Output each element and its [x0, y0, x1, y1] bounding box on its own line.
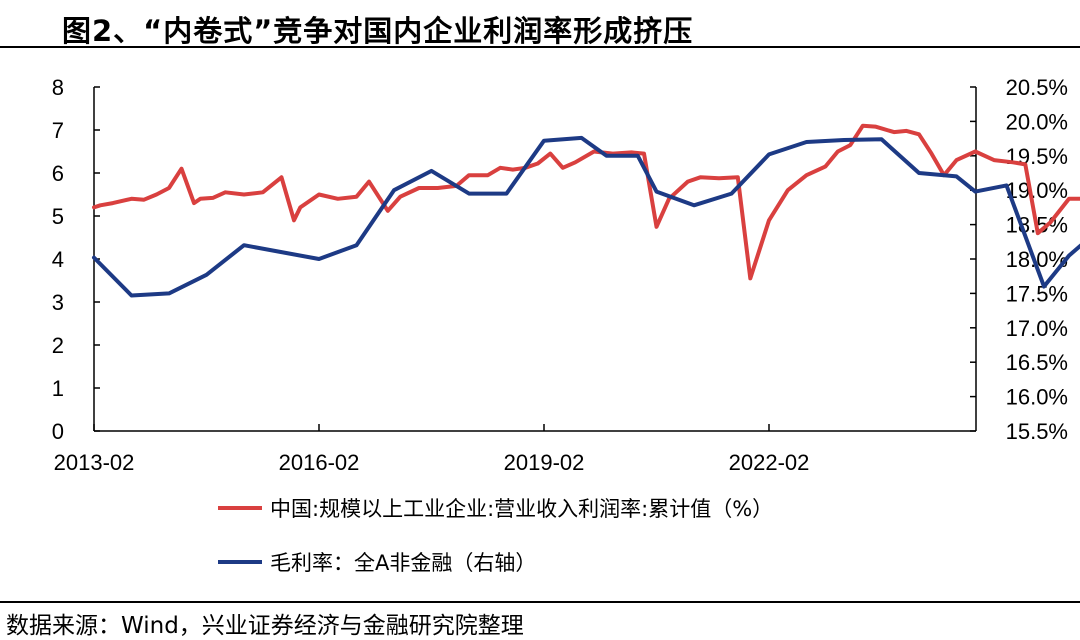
right-tick-label: 20.0% — [1006, 109, 1068, 134]
x-tick-label: 2016-02 — [279, 450, 360, 475]
source-divider — [0, 601, 1080, 603]
chart-title: 图2、“内卷式”竞争对国内企业利润率形成挤压 — [62, 14, 694, 48]
x-tick-label: 2019-02 — [504, 450, 585, 475]
left-tick-label: 6 — [52, 161, 64, 186]
series-line-gross-margin — [92, 135, 1080, 298]
series-layer — [92, 123, 1080, 298]
right-tick-label: 17.0% — [1006, 316, 1068, 341]
title-divider — [0, 46, 1080, 48]
right-tick-label: 16.0% — [1006, 385, 1068, 410]
chart-axes: 01234567815.5%16.0%16.5%17.0%17.5%18.0%1… — [52, 75, 1068, 475]
right-tick-label: 19.0% — [1006, 178, 1068, 203]
right-tick-label: 15.5% — [1006, 419, 1068, 444]
x-tick-label: 2022-02 — [729, 450, 810, 475]
left-tick-label: 8 — [52, 75, 64, 100]
left-tick-label: 3 — [52, 290, 64, 315]
right-tick-label: 19.5% — [1006, 144, 1068, 169]
left-tick-label: 7 — [52, 118, 64, 143]
chart-legend: 中国:规模以上工业企业:营业收入利润率:累计值（%） 毛利率：全A非金融（右轴） — [218, 497, 773, 575]
left-tick-label: 5 — [52, 204, 64, 229]
right-tick-label: 16.5% — [1006, 350, 1068, 375]
left-tick-label: 1 — [52, 376, 64, 401]
line-chart: 01234567815.5%16.0%16.5%17.0%17.5%18.0%1… — [52, 75, 1080, 575]
legend-label: 毛利率：全A非金融（右轴） — [270, 551, 536, 575]
source-note: 数据来源：Wind，兴业证券经济与金融研究院整理 — [6, 613, 524, 639]
legend-label: 中国:规模以上工业企业:营业收入利润率:累计值（%） — [270, 497, 773, 521]
left-tick-label: 0 — [52, 419, 64, 444]
right-tick-label: 20.5% — [1006, 75, 1068, 100]
left-tick-label: 2 — [52, 333, 64, 358]
left-tick-label: 4 — [52, 247, 64, 272]
series-line-profit-margin — [92, 123, 1080, 281]
x-tick-label: 2013-02 — [54, 450, 135, 475]
right-tick-label: 17.5% — [1006, 281, 1068, 306]
